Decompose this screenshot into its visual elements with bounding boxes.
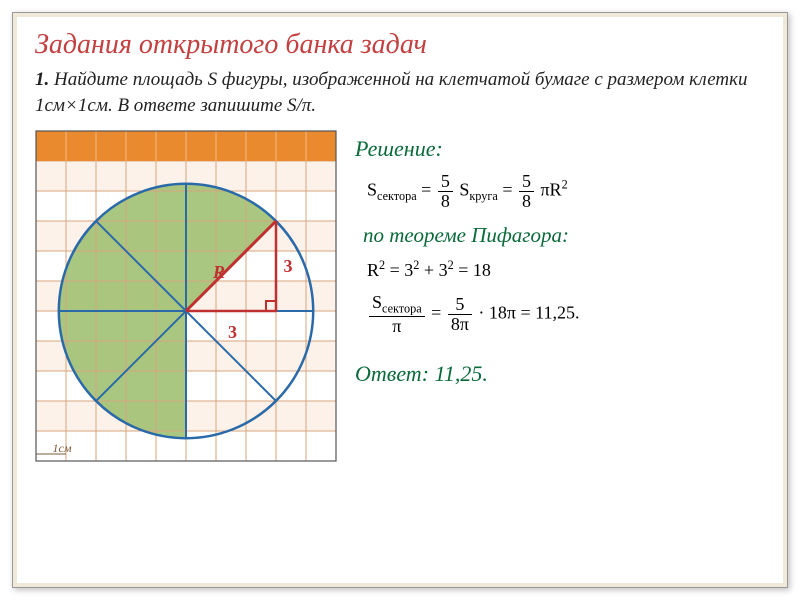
eq1-frac1: 58 bbox=[438, 172, 453, 211]
eq3-frac1: Sсектора π bbox=[369, 293, 425, 335]
eq3-frac2: 58π bbox=[448, 295, 472, 334]
svg-text:3: 3 bbox=[284, 256, 293, 276]
eq1-sub2: круга bbox=[469, 189, 497, 203]
diagram-container: R 3 3 1см bbox=[35, 130, 337, 467]
problem-number: 1. bbox=[35, 69, 49, 90]
equation-final: Sсектора π = 58π · 18π = 11,25. bbox=[367, 293, 765, 335]
answer-line: Ответ: 11,25. bbox=[355, 361, 765, 387]
eq1-S: S bbox=[367, 180, 377, 200]
eq1-frac2: 58 bbox=[519, 172, 534, 211]
solution-column: Решение: Sсектора = 58 Sкруга = 58 πR2 п… bbox=[355, 130, 765, 467]
svg-text:R: R bbox=[212, 262, 225, 282]
problem-body: Найдите площадь S фигуры, изображенной н… bbox=[35, 69, 747, 116]
answer-value: 11,25. bbox=[435, 361, 488, 386]
eq2-R: R bbox=[367, 260, 379, 280]
answer-label: Ответ: bbox=[355, 361, 429, 386]
equation-pythagoras: R2 = 32 + 32 = 18 bbox=[367, 258, 765, 281]
content-row: R 3 3 1см Решение: Sсектора = 58 Sкруга = 5… bbox=[35, 130, 765, 467]
svg-text:1см: 1см bbox=[53, 441, 72, 455]
eq3-tail: · 18π = 11,25. bbox=[478, 302, 579, 322]
slide-frame: Задания открытого банка задач 1. Найдите… bbox=[12, 12, 788, 588]
solution-label: Решение: bbox=[355, 136, 765, 162]
eq1-sub1: сектора bbox=[377, 189, 417, 203]
pythagoras-label: по теореме Пифагора: bbox=[363, 223, 765, 248]
eq1-tail: πR bbox=[540, 180, 561, 200]
slide-title: Задания открытого банка задач bbox=[35, 29, 765, 61]
eq1-sup: 2 bbox=[562, 178, 568, 192]
diagram-svg: R 3 3 1см bbox=[35, 130, 337, 462]
problem-text: 1. Найдите площадь S фигуры, изображенно… bbox=[35, 67, 765, 118]
svg-text:3: 3 bbox=[228, 322, 237, 342]
equation-sector-area: Sсектора = 58 Sкруга = 58 πR2 bbox=[367, 172, 765, 211]
eq1-S2: S bbox=[459, 180, 469, 200]
